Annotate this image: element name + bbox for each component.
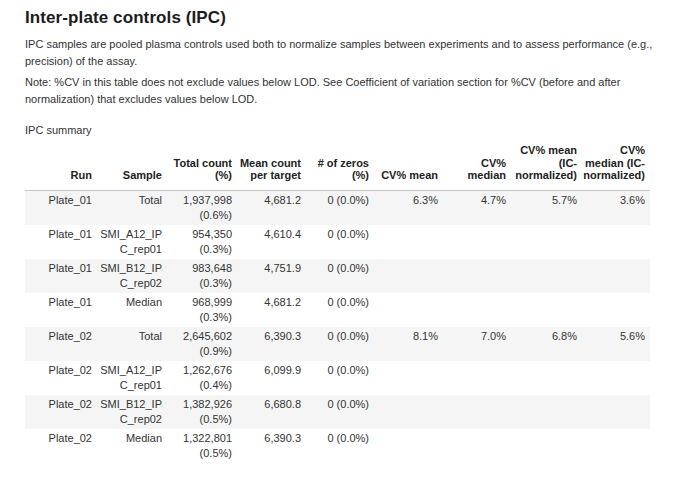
cell-zeros: 0 (0.0%) (301, 259, 369, 293)
cell-zeros: 0 (0.0%) (301, 327, 369, 361)
cell-mean_count: 6,390.3 (232, 327, 301, 361)
table-caption: IPC summary (25, 122, 656, 138)
cell-cv_median (438, 259, 506, 293)
cell-zeros: 0 (0.0%) (301, 429, 369, 463)
cell-cv_median_ic (577, 429, 650, 463)
report-page: Inter-plate controls (IPC) IPC samples a… (0, 0, 681, 486)
cell-sample: SMI_A12_IP C_rep01 (92, 361, 162, 395)
cell-zeros: 0 (0.0%) (301, 190, 369, 225)
cell-cv_median: 4.7% (438, 190, 506, 225)
cell-cv_mean (369, 361, 438, 395)
cell-cv_median (438, 429, 506, 463)
cell-mean_count: 4,681.2 (232, 293, 301, 327)
cell-mean_count: 6,680.8 (232, 395, 301, 429)
cell-zeros: 0 (0.0%) (301, 361, 369, 395)
cell-run: Plate_02 (25, 395, 92, 429)
cell-mean_count: 4,681.2 (232, 190, 301, 225)
cell-run: Plate_01 (25, 225, 92, 259)
cell-cv_mean_ic: 6.8% (506, 327, 577, 361)
cell-cv_mean_ic (506, 395, 577, 429)
cell-mean_count: 4,610.4 (232, 225, 301, 259)
table-row: Plate_02Total2,645,602 (0.9%)6,390.30 (0… (25, 327, 650, 361)
cell-total_count: 1,382,926 (0.5%) (162, 395, 232, 429)
cell-cv_mean_ic (506, 361, 577, 395)
table-row: Plate_01SMI_B12_IP C_rep02983,648 (0.3%)… (25, 259, 650, 293)
column-header-mean_count: Mean count per target (232, 144, 301, 190)
cell-cv_mean (369, 293, 438, 327)
column-header-cv_mean: CV% mean (369, 144, 438, 190)
cell-cv_mean (369, 429, 438, 463)
cell-cv_median (438, 293, 506, 327)
table-row: Plate_02SMI_A12_IP C_rep011,262,676 (0.4… (25, 361, 650, 395)
cell-run: Plate_02 (25, 361, 92, 395)
cell-cv_median_ic (577, 293, 650, 327)
cell-sample: SMI_B12_IP C_rep02 (92, 259, 162, 293)
column-header-sample: Sample (92, 144, 162, 190)
cell-sample: Total (92, 327, 162, 361)
cell-sample: Median (92, 429, 162, 463)
cell-zeros: 0 (0.0%) (301, 395, 369, 429)
cell-run: Plate_02 (25, 429, 92, 463)
table-body: Plate_01Total1,937,998 (0.6%)4,681.20 (0… (25, 190, 650, 463)
column-header-cv_mean_ic: CV% mean (IC- normalized) (506, 144, 577, 190)
cell-sample: Median (92, 293, 162, 327)
cell-cv_mean_ic (506, 259, 577, 293)
column-header-cv_median: CV% median (438, 144, 506, 190)
cell-cv_mean: 6.3% (369, 190, 438, 225)
table-row: Plate_01Median968,999 (0.3%)4,681.20 (0.… (25, 293, 650, 327)
table-row: Plate_02SMI_B12_IP C_rep021,382,926 (0.5… (25, 395, 650, 429)
column-header-zeros: # of zeros (%) (301, 144, 369, 190)
cell-zeros: 0 (0.0%) (301, 293, 369, 327)
cell-total_count: 1,937,998 (0.6%) (162, 190, 232, 225)
cell-mean_count: 6,390.3 (232, 429, 301, 463)
cell-run: Plate_01 (25, 293, 92, 327)
column-header-run: Run (25, 144, 92, 190)
cell-cv_median (438, 361, 506, 395)
cell-cv_mean_ic (506, 225, 577, 259)
cell-run: Plate_02 (25, 327, 92, 361)
cell-sample: SMI_A12_IP C_rep01 (92, 225, 162, 259)
cell-total_count: 2,645,602 (0.9%) (162, 327, 232, 361)
cell-cv_mean (369, 395, 438, 429)
cell-cv_mean (369, 225, 438, 259)
cell-cv_median_ic: 3.6% (577, 190, 650, 225)
cell-cv_median (438, 395, 506, 429)
table-header-row: RunSampleTotal count (%)Mean count per t… (25, 144, 650, 190)
cell-cv_mean (369, 259, 438, 293)
page-title: Inter-plate controls (IPC) (25, 7, 656, 28)
cell-cv_median_ic (577, 395, 650, 429)
cell-total_count: 954,350 (0.3%) (162, 225, 232, 259)
cell-total_count: 968,999 (0.3%) (162, 293, 232, 327)
column-header-cv_median_ic: CV% median (IC- normalized) (577, 144, 650, 190)
cell-sample: Total (92, 190, 162, 225)
cell-mean_count: 4,751.9 (232, 259, 301, 293)
ipc-summary-table: RunSampleTotal count (%)Mean count per t… (25, 144, 650, 463)
cell-cv_mean_ic (506, 429, 577, 463)
table-row: Plate_02Median1,322,801 (0.5%)6,390.30 (… (25, 429, 650, 463)
cell-cv_median_ic: 5.6% (577, 327, 650, 361)
intro-paragraph: IPC samples are pooled plasma controls u… (25, 36, 656, 69)
cell-total_count: 1,322,801 (0.5%) (162, 429, 232, 463)
cell-run: Plate_01 (25, 190, 92, 225)
cell-total_count: 1,262,676 (0.4%) (162, 361, 232, 395)
cell-run: Plate_01 (25, 259, 92, 293)
note-paragraph: Note: %CV in this table does not exclude… (25, 74, 656, 107)
cell-cv_median_ic (577, 225, 650, 259)
cell-cv_median_ic (577, 259, 650, 293)
cell-cv_mean_ic (506, 293, 577, 327)
cell-mean_count: 6,099.9 (232, 361, 301, 395)
cell-cv_mean_ic: 5.7% (506, 190, 577, 225)
cell-zeros: 0 (0.0%) (301, 225, 369, 259)
cell-sample: SMI_B12_IP C_rep02 (92, 395, 162, 429)
cell-cv_median: 7.0% (438, 327, 506, 361)
cell-total_count: 983,648 (0.3%) (162, 259, 232, 293)
table-row: Plate_01SMI_A12_IP C_rep01954,350 (0.3%)… (25, 225, 650, 259)
cell-cv_median (438, 225, 506, 259)
cell-cv_mean: 8.1% (369, 327, 438, 361)
table-row: Plate_01Total1,937,998 (0.6%)4,681.20 (0… (25, 190, 650, 225)
column-header-total_count: Total count (%) (162, 144, 232, 190)
cell-cv_median_ic (577, 361, 650, 395)
